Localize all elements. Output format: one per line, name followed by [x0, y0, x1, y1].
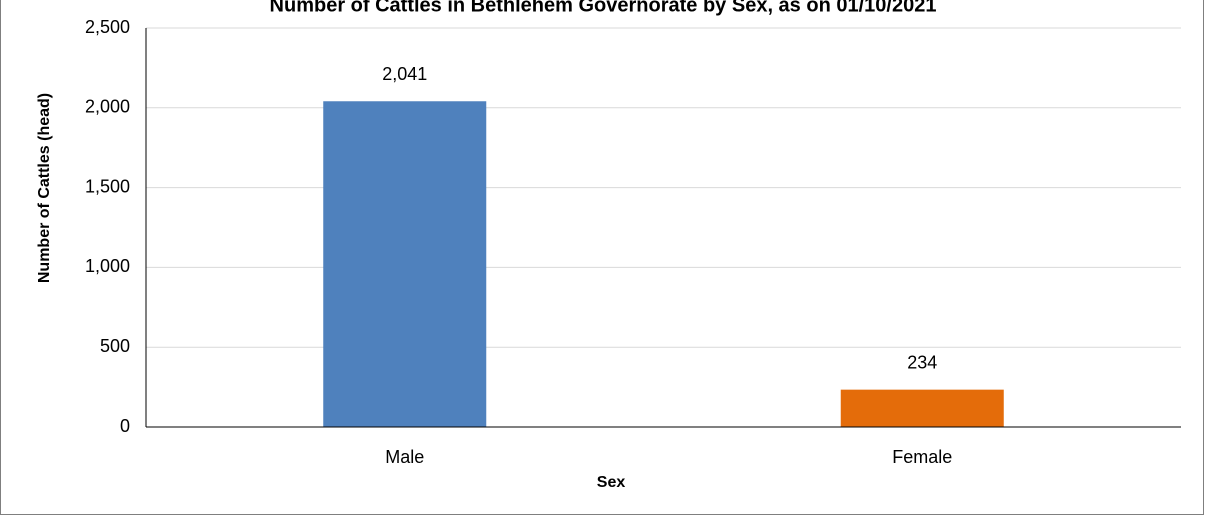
- chart-title: Number of Cattles in Bethlehem Governora…: [270, 0, 937, 16]
- bar-male: [323, 101, 487, 427]
- y-tick-label: 1,500: [85, 176, 130, 196]
- gridlines: [146, 27, 1181, 348]
- y-axis-title: Number of Cattles (head): [36, 93, 53, 283]
- x-tick-label-female: Female: [892, 447, 952, 467]
- bars: [323, 101, 1004, 427]
- y-tick-label: 2,000: [85, 97, 130, 117]
- y-tick-label: 1,000: [85, 256, 130, 276]
- bar-female: [840, 389, 1004, 427]
- y-tick-label: 500: [100, 336, 130, 356]
- y-tick-label: 2,500: [85, 17, 130, 37]
- data-label-male: 2,041: [382, 64, 427, 84]
- data-label-female: 234: [907, 352, 937, 372]
- y-tick-label: 0: [120, 416, 130, 436]
- y-tick-labels: 0 500 1,000 1,500 2,000 2,500: [85, 17, 130, 436]
- x-tick-label-male: Male: [385, 447, 424, 467]
- x-tick-labels: Male Female: [385, 447, 952, 467]
- data-labels: 2,041 234: [382, 64, 937, 372]
- x-axis-title: Sex: [597, 474, 626, 491]
